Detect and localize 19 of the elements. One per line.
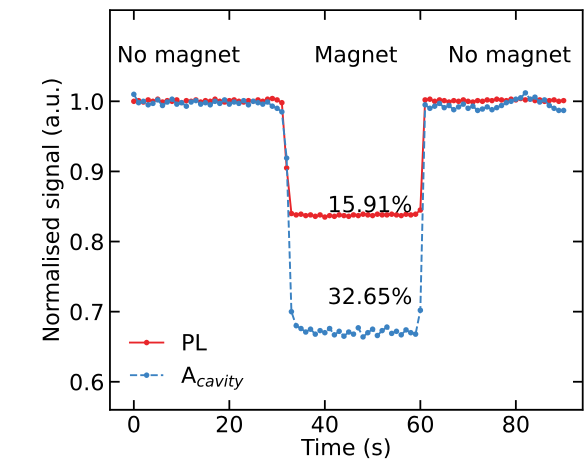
annotation: No magnet bbox=[119, 46, 240, 67]
y-axis-title: Normalised signal (a.u.) bbox=[42, 79, 64, 340]
y-tick-label: 0.7 bbox=[70, 304, 102, 320]
annotation: No magnet bbox=[450, 46, 570, 67]
x-tick-label: 20 bbox=[216, 416, 242, 433]
y-tick-label: 0.6 bbox=[70, 374, 103, 391]
x-tick-label: 0 bbox=[128, 416, 140, 433]
y-tick-label: 1.0 bbox=[72, 93, 103, 110]
y-tick-label: 0.8 bbox=[70, 233, 103, 250]
x-tick-label: 40 bbox=[312, 416, 338, 433]
annotation: 15.91% bbox=[330, 196, 412, 212]
annotation: 32.65% bbox=[329, 288, 412, 304]
x-tick-label: 80 bbox=[503, 416, 529, 433]
x-axis-title: Time (s) bbox=[301, 438, 390, 458]
x-tick-label: 60 bbox=[408, 416, 434, 433]
y-tick-label: 0.9 bbox=[70, 163, 103, 180]
annotation: Magnet bbox=[316, 46, 397, 67]
legend-label: A$_{cavity}$ bbox=[181, 366, 244, 390]
legend-label: PL bbox=[183, 334, 207, 350]
